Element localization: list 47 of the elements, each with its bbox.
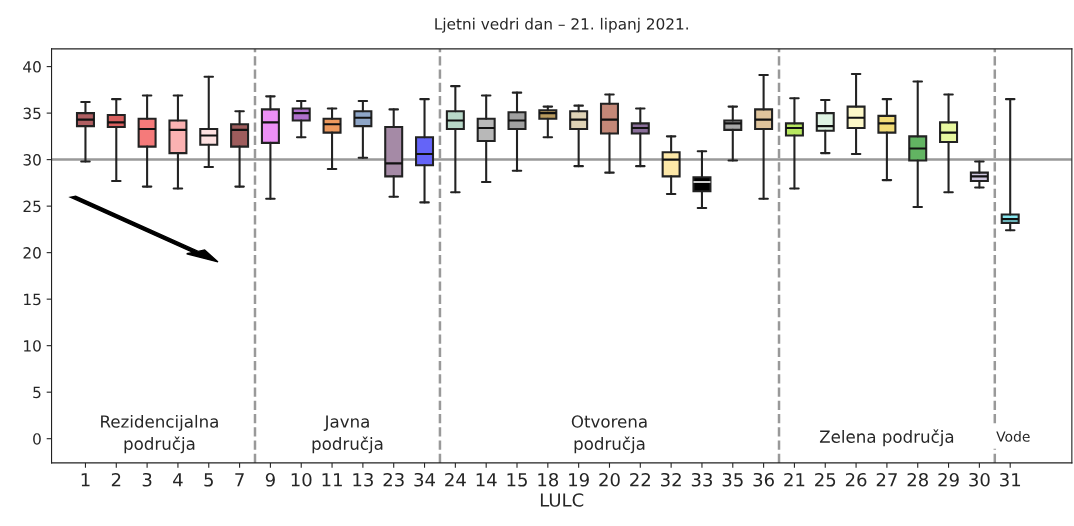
y-tick-label: 0 [33, 433, 41, 445]
annotation: Javna područja [312, 415, 383, 454]
y-tick-label: 35 [23, 107, 41, 120]
y-tick-label: 40 [23, 61, 41, 73]
x-tick-label: 33 [691, 472, 712, 487]
x-tick-label: 19 [569, 472, 589, 487]
y-tick-label: 30 [23, 154, 41, 166]
x-tick-label: 26 [845, 472, 867, 487]
x-tick-label: 23 [383, 472, 404, 487]
x-tick-label: 32 [661, 472, 681, 487]
x-tick-label: 20 [599, 472, 620, 487]
x-tick-label: 34 [414, 472, 436, 487]
x-tick-label: 25 [815, 472, 836, 487]
y-tick-label: 20 [23, 247, 41, 259]
y-tick-label: 25 [23, 200, 41, 213]
x-tick-label: 27 [876, 472, 897, 487]
x-tick-label: 1 [81, 473, 90, 487]
x-tick-label: 11 [322, 473, 342, 487]
x-tick-label: 21 [784, 472, 805, 487]
x-tick-label: 13 [353, 472, 373, 487]
x-tick-label: 31 [1000, 472, 1021, 487]
x-tick-label: 10 [291, 472, 312, 487]
x-tick-label: 18 [538, 472, 559, 487]
x-tick-label: 2 [111, 472, 121, 487]
x-tick-label: 30 [969, 472, 990, 487]
x-tick-label: 4 [173, 473, 183, 487]
annotation: Vode [996, 431, 1030, 442]
x-tick-label: 3 [142, 472, 152, 487]
x-tick-label: 24 [445, 472, 466, 487]
y-tick-label: 15 [24, 293, 41, 306]
x-tick-label: 35 [722, 472, 743, 487]
x-tick-label: 22 [630, 472, 650, 487]
annotation: Otvorena područja [571, 415, 647, 454]
y-tick-label: 10 [24, 340, 41, 352]
x-tick-label: 14 [476, 473, 497, 487]
x-tick-label: 15 [507, 473, 527, 487]
x-tick-label: 7 [235, 473, 244, 487]
x-tick-label: 36 [753, 472, 774, 487]
x-tick-label: 9 [265, 472, 275, 487]
x-tick-label: 5 [204, 473, 213, 487]
annotation: Zelena područja [819, 429, 954, 447]
x-axis-title: LULC [540, 493, 584, 507]
y-tick-label: 5 [33, 386, 41, 399]
annotation: Rezidencijalna područja [101, 414, 218, 454]
x-tick-label: 28 [907, 472, 928, 487]
x-tick-label: 29 [938, 472, 959, 487]
chart-title: Ljetni vedri dan – 21. lipanj 2021. [435, 17, 688, 33]
